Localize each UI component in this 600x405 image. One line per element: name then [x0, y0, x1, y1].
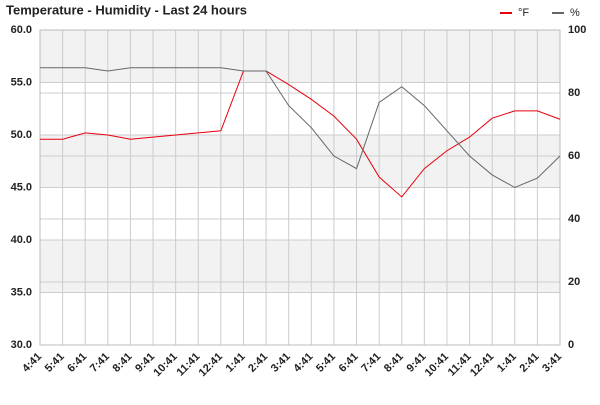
x-tick-label: 5:41	[43, 351, 67, 375]
x-tick-label: 10:41	[151, 351, 179, 379]
y-tick-label: 55.0	[11, 76, 32, 88]
x-tick-label: 2:41	[518, 351, 542, 375]
y2-tick-label: 40	[568, 213, 580, 225]
x-tick-label: 3:41	[269, 351, 293, 375]
legend-label: °F	[518, 7, 529, 19]
plot-frame	[39, 29, 561, 346]
x-tick-label: 7:41	[359, 351, 383, 375]
y2-tick-label: 80	[568, 87, 580, 99]
x-tick-label: 1:41	[495, 351, 519, 375]
y-tick-label: 50.0	[11, 129, 32, 141]
x-tick-label: 6:41	[337, 351, 361, 375]
x-tick-label: 11:41	[174, 351, 202, 379]
y-tick-label: 30.0	[11, 339, 32, 351]
series-line	[40, 70, 561, 198]
x-tick-label: 3:41	[540, 351, 564, 375]
grid-band	[40, 240, 560, 293]
legend-item: °F	[500, 7, 529, 19]
chart-title: Temperature - Humidity - Last 24 hours	[6, 2, 247, 17]
x-tick-label: 2:41	[246, 351, 270, 375]
x-tick-label: 4:41	[20, 351, 44, 375]
grid-band	[40, 135, 560, 188]
y2-tick-label: 100	[568, 24, 586, 36]
x-tick-label: 1:41	[224, 351, 248, 375]
y-tick-label: 45.0	[11, 181, 32, 193]
y2-tick-label: 60	[568, 150, 580, 162]
x-tick-label: 12:41	[197, 351, 225, 379]
y2-tick-label: 20	[568, 276, 580, 288]
x-tick-label: 10:41	[423, 351, 451, 379]
grid-band	[40, 30, 560, 83]
y-tick-label: 40.0	[11, 234, 32, 246]
x-tick-label: 6:41	[65, 351, 89, 375]
y2-tick-label: 0	[568, 339, 574, 351]
x-tick-label: 7:41	[88, 351, 112, 375]
legend-item: %	[552, 7, 580, 19]
x-tick-label: 5:41	[314, 351, 338, 375]
x-tick-label: 8:41	[382, 351, 406, 375]
legend-label: %	[570, 7, 580, 19]
x-tick-label: 11:41	[446, 351, 474, 379]
x-tick-label: 12:41	[468, 351, 496, 379]
series-line	[40, 67, 561, 189]
x-tick-label: 8:41	[111, 351, 135, 375]
y-tick-label: 60.0	[11, 24, 32, 36]
x-tick-label: 4:41	[291, 351, 315, 375]
y-tick-label: 35.0	[11, 286, 32, 298]
